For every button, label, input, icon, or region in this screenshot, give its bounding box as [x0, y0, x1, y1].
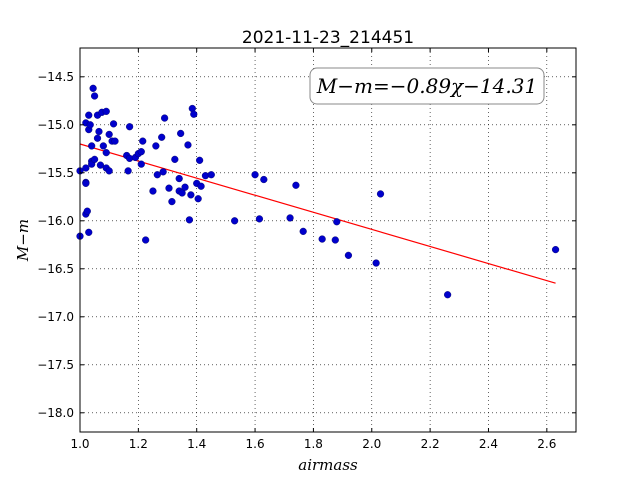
data-point — [82, 179, 90, 187]
y-axis-label: M−m — [14, 219, 32, 262]
data-point — [85, 228, 93, 236]
data-point — [159, 168, 167, 176]
x-tick-label: 2.6 — [537, 437, 556, 451]
data-point — [175, 174, 183, 183]
data-point — [161, 114, 169, 122]
data-point — [82, 164, 90, 172]
data-point — [90, 92, 99, 100]
x-tick-label: 1.6 — [246, 437, 265, 451]
x-tick-label: 2.0 — [362, 437, 381, 451]
data-point — [194, 195, 202, 203]
data-point — [178, 189, 186, 197]
y-tick-label: −15.0 — [37, 118, 74, 132]
data-point — [124, 167, 132, 175]
data-point — [318, 235, 326, 243]
x-tick-label: 1.2 — [129, 437, 148, 451]
grid — [79, 48, 576, 432]
data-point — [102, 107, 110, 115]
data-point — [96, 161, 105, 169]
data-point — [185, 216, 194, 224]
data-point — [149, 187, 157, 195]
data-point — [165, 184, 173, 192]
data-point — [171, 155, 179, 163]
data-point — [93, 134, 102, 142]
data-point — [372, 259, 380, 267]
data-point — [109, 120, 118, 128]
fit-line — [79, 143, 556, 284]
data-point — [95, 127, 103, 136]
ticks: 1.0 1.2 1.4 1.6 1.8 2.0 2.2 2.4 2.6 −14.5 −15.0 −15… — [37, 48, 576, 451]
data-point — [88, 142, 96, 150]
data-point — [85, 111, 93, 119]
annotation-text: M−m=−0.89χ−14.31 — [316, 74, 537, 98]
data-points — [76, 84, 560, 299]
data-point — [196, 156, 204, 164]
x-tick-label: 1.4 — [187, 437, 206, 451]
data-point — [86, 121, 94, 129]
data-point — [331, 236, 339, 244]
x-tick-label: 2.4 — [479, 437, 498, 451]
x-axis-label: airmass — [298, 456, 358, 474]
chart-title: 2021-11-23_214451 — [242, 28, 414, 48]
data-point — [137, 148, 145, 156]
y-tick-label: −17.0 — [37, 310, 74, 324]
data-point — [105, 130, 113, 139]
data-point — [158, 133, 166, 141]
y-tick-label: −17.5 — [37, 358, 74, 372]
data-point — [105, 167, 113, 175]
data-point — [299, 227, 307, 235]
data-point — [83, 207, 91, 215]
y-tick-label: −14.5 — [37, 70, 74, 84]
x-tick-label: 1.8 — [304, 437, 323, 451]
data-point — [444, 291, 452, 299]
x-tick-label: 1.0 — [70, 437, 89, 451]
plot-frame — [79, 47, 577, 433]
y-tick-label: −16.5 — [37, 262, 74, 276]
data-point — [153, 171, 161, 179]
fit-line-layer — [79, 143, 556, 284]
data-point — [99, 142, 107, 150]
data-point — [251, 171, 259, 179]
annotation-box — [309, 67, 545, 105]
data-point — [102, 149, 110, 157]
data-point — [181, 183, 189, 191]
data-point — [197, 182, 205, 190]
data-point — [139, 137, 147, 145]
data-point — [142, 236, 150, 244]
data-point — [111, 137, 119, 145]
y-tick-label: −16.0 — [37, 214, 74, 228]
data-point — [231, 217, 239, 225]
data-point — [177, 129, 185, 138]
data-point — [333, 218, 341, 226]
y-tick-label: −18.0 — [37, 406, 74, 420]
equation-annotation: M−m=−0.89χ−14.31 — [309, 67, 545, 105]
data-point — [255, 215, 264, 223]
data-point — [90, 155, 99, 163]
data-point — [187, 191, 195, 199]
data-point — [286, 214, 294, 222]
data-point — [344, 251, 353, 259]
data-point — [376, 190, 385, 198]
data-point — [168, 198, 176, 206]
data-point — [260, 175, 268, 184]
data-point — [207, 171, 215, 179]
data-point — [190, 110, 198, 118]
y-tick-label: −15.5 — [37, 166, 74, 180]
x-tick-label: 2.2 — [421, 437, 440, 451]
data-point — [126, 123, 134, 131]
data-point — [152, 142, 160, 150]
data-point — [551, 246, 560, 254]
data-point — [184, 141, 192, 149]
data-point — [89, 84, 97, 92]
data-point — [137, 160, 145, 168]
data-point — [292, 181, 300, 189]
